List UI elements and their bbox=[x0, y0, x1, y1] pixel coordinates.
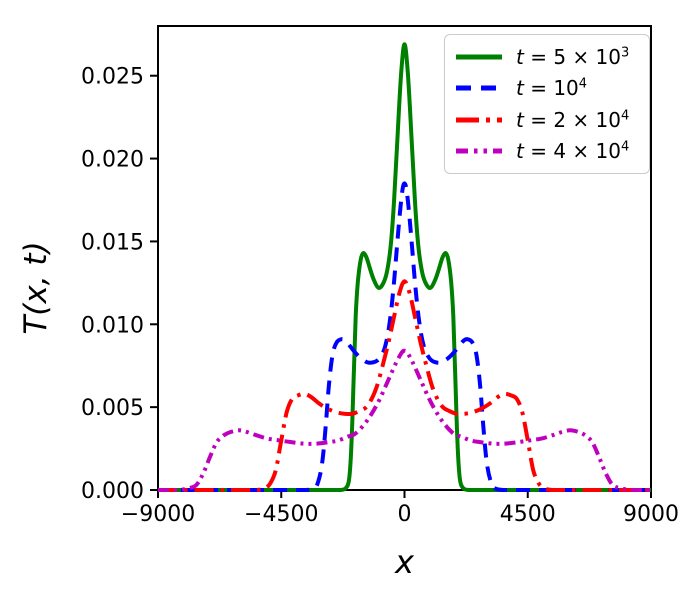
legend-entry: t = 4 × 104 bbox=[455, 136, 641, 167]
legend-line-sample bbox=[456, 117, 502, 123]
x-tick-label: −4500 bbox=[244, 502, 318, 527]
curve-t1e4 bbox=[158, 181, 651, 493]
curve-t2e4 bbox=[158, 279, 651, 493]
legend-entry: t = 2 × 104 bbox=[455, 104, 641, 135]
legend-line-sample bbox=[456, 85, 502, 91]
curve-t4e4 bbox=[158, 348, 651, 492]
y-tick-label: 0.000 bbox=[81, 479, 144, 504]
y-tick-label: 0.010 bbox=[81, 313, 144, 338]
x-tick-label: 9000 bbox=[623, 502, 679, 527]
legend-entry-label: t = 5 × 103 bbox=[516, 44, 630, 69]
legend-entry: t = 104 bbox=[455, 73, 641, 104]
y-tick-label: 0.015 bbox=[81, 230, 144, 255]
x-axis-label: x bbox=[395, 543, 414, 581]
legend-line-sample bbox=[456, 54, 502, 60]
y-tick-label: 0.020 bbox=[81, 148, 144, 173]
legend-line-sample bbox=[456, 148, 502, 154]
y-axis-label: T(x, t) bbox=[18, 241, 54, 335]
legend-entry: t = 5 × 103 bbox=[455, 41, 641, 72]
x-tick-label: 0 bbox=[398, 502, 412, 527]
x-tick-label: 4500 bbox=[500, 502, 556, 527]
legend-entry-label: t = 4 × 104 bbox=[516, 139, 630, 164]
curve-t5e3 bbox=[158, 42, 651, 493]
legend-entry-label: t = 2 × 104 bbox=[516, 107, 630, 132]
x-tick-label: −9000 bbox=[121, 502, 195, 527]
y-tick-label: 0.005 bbox=[81, 396, 144, 421]
legend-entry-label: t = 104 bbox=[516, 76, 588, 101]
legend: t = 5 × 103 t = 104 t = 2 × 104 t = 4 × … bbox=[444, 34, 650, 174]
y-tick-label: 0.025 bbox=[81, 65, 144, 90]
